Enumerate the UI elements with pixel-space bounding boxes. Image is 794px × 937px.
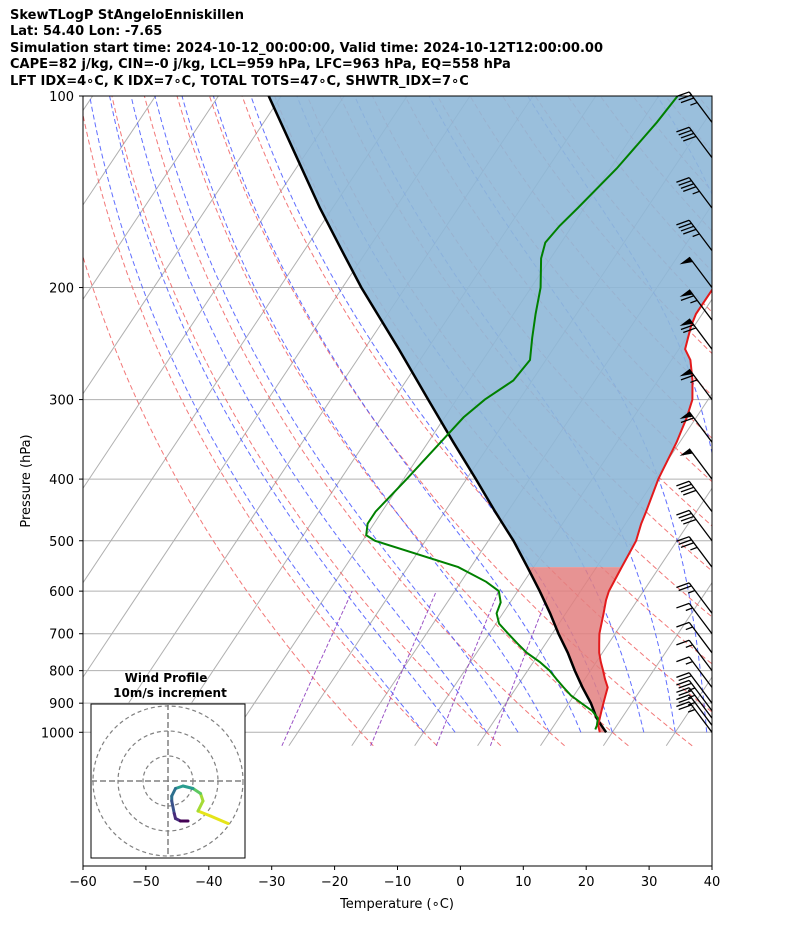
tick-layer: −60 −50 −40 −30 −20 −10 0 10 20 30 40 100 200 300 400 5… [41,90,720,890]
x-tick-label: −40 [195,875,222,890]
y-tick-label: 800 [49,665,74,680]
mixing-ratio-line [370,590,437,746]
dry-adiabat [83,112,438,747]
dewpoint-line [365,96,679,730]
chart-header: SkewTLogP StAngeloEnniskillen Lat: 54.40… [10,8,790,90]
wind-barb [676,536,713,568]
x-tick-label: −50 [132,875,159,890]
time-line: Simulation start time: 2024-10-12_00:00:… [10,40,603,56]
cape-fill-layer [268,96,712,733]
mixing-ratio-line [435,590,499,746]
isotherm-line [83,96,345,490]
wind-barb [676,694,713,726]
wind-barb [676,177,713,209]
profile-layer [267,96,712,734]
mixing-ratio-line [489,590,550,746]
isotherm-line [83,96,156,206]
x-tick-label: 10 [515,875,532,890]
moist-adiabat [154,96,519,733]
wind-barb [676,602,713,635]
chart-title: SkewTLogP StAngeloEnniskillen [10,8,244,23]
x-tick-label: −30 [258,875,285,890]
y-tick-label: 600 [49,585,74,600]
hodograph-subtitle: 10m/s increment [113,686,227,700]
moist-adiabat [354,96,676,733]
wind-barb [676,639,713,672]
wind-barb [679,256,713,288]
isotherm-line [83,96,219,301]
moist-adiabat [89,96,425,733]
x-tick-label: −10 [384,875,411,890]
wind-barb [676,679,713,712]
x-tick-label: 20 [578,875,595,890]
x-tick-label: 30 [641,875,658,890]
wind-barb [679,411,713,443]
wind-barb [676,621,713,654]
moist-adiabat [130,96,487,733]
y-tick-label: 300 [49,394,74,409]
wind-barb-layer [676,91,713,733]
dry-adiabat [176,96,629,747]
wind-barb [679,448,713,480]
x-tick-label: −60 [69,875,96,890]
hodograph-segment [181,784,195,790]
isotherm-line [540,487,712,747]
wind-barb [679,318,713,350]
hodograph-title: Wind Profile [125,671,208,685]
isotherm-line [729,96,794,746]
wind-barb [676,219,713,252]
hodograph-segment [191,787,202,795]
hodograph-segment [209,814,230,825]
wind-barb [676,509,713,542]
y-tick-label: 100 [49,90,74,105]
x-tick-label: 40 [704,875,721,890]
y-tick-label: 900 [49,697,74,712]
wind-barb [676,672,713,704]
moist-adiabat [181,96,550,733]
isotherm-line [83,96,94,112]
wind-barb [676,480,713,513]
wind-barb [679,368,713,400]
indices-line: CAPE=82 j/kg, CIN=-0 j/kg, LCL=959 hPa, … [10,57,511,73]
dry-adiabat [763,96,794,746]
location-line: Lat: 54.40 Lon: -7.65 [10,24,163,40]
hodograph-inset: Wind Profile 10m/s increment [90,671,246,859]
dry-adiabat [730,96,794,746]
isotherm-line [602,581,712,747]
isotherm-line [0,96,30,746]
y-tick-label: 500 [49,535,74,550]
dry-adiabat [83,254,374,747]
y-axis-label: Pressure (hPa) [19,434,34,527]
y-tick-label: 400 [49,473,74,488]
moist-adiabat [212,96,582,733]
moist-adiabat [109,96,456,733]
wind-barb [679,289,713,321]
dry-adiabat [143,96,565,747]
stability-line: LFT IDX=4∘C, K IDX=7∘C, TOTAL TOTS=47∘C,… [10,73,469,89]
y-tick-label: 200 [49,282,74,297]
wind-barb [676,687,713,719]
moist-adiabat [250,96,613,733]
cape-fill [268,96,712,568]
y-tick-label: 1000 [41,726,74,741]
cin-fill [527,567,622,733]
parcel-path-line [267,96,608,734]
wind-barb [676,701,713,733]
hodograph-segment [170,799,176,815]
hodograph-segment [196,809,212,818]
isotherm-line [83,96,282,395]
x-tick-label: 0 [456,875,464,890]
wind-barb [676,126,713,159]
temperature-line [597,288,712,733]
mixing-ratio-line [281,590,353,747]
wind-barb [676,582,713,614]
hodograph-segment [196,799,205,813]
wind-barb [676,656,713,688]
x-tick-label: −20 [321,875,348,890]
x-axis-label: Temperature (∘C) [339,897,454,912]
dry-adiabat [209,96,693,747]
y-tick-label: 700 [49,628,74,643]
